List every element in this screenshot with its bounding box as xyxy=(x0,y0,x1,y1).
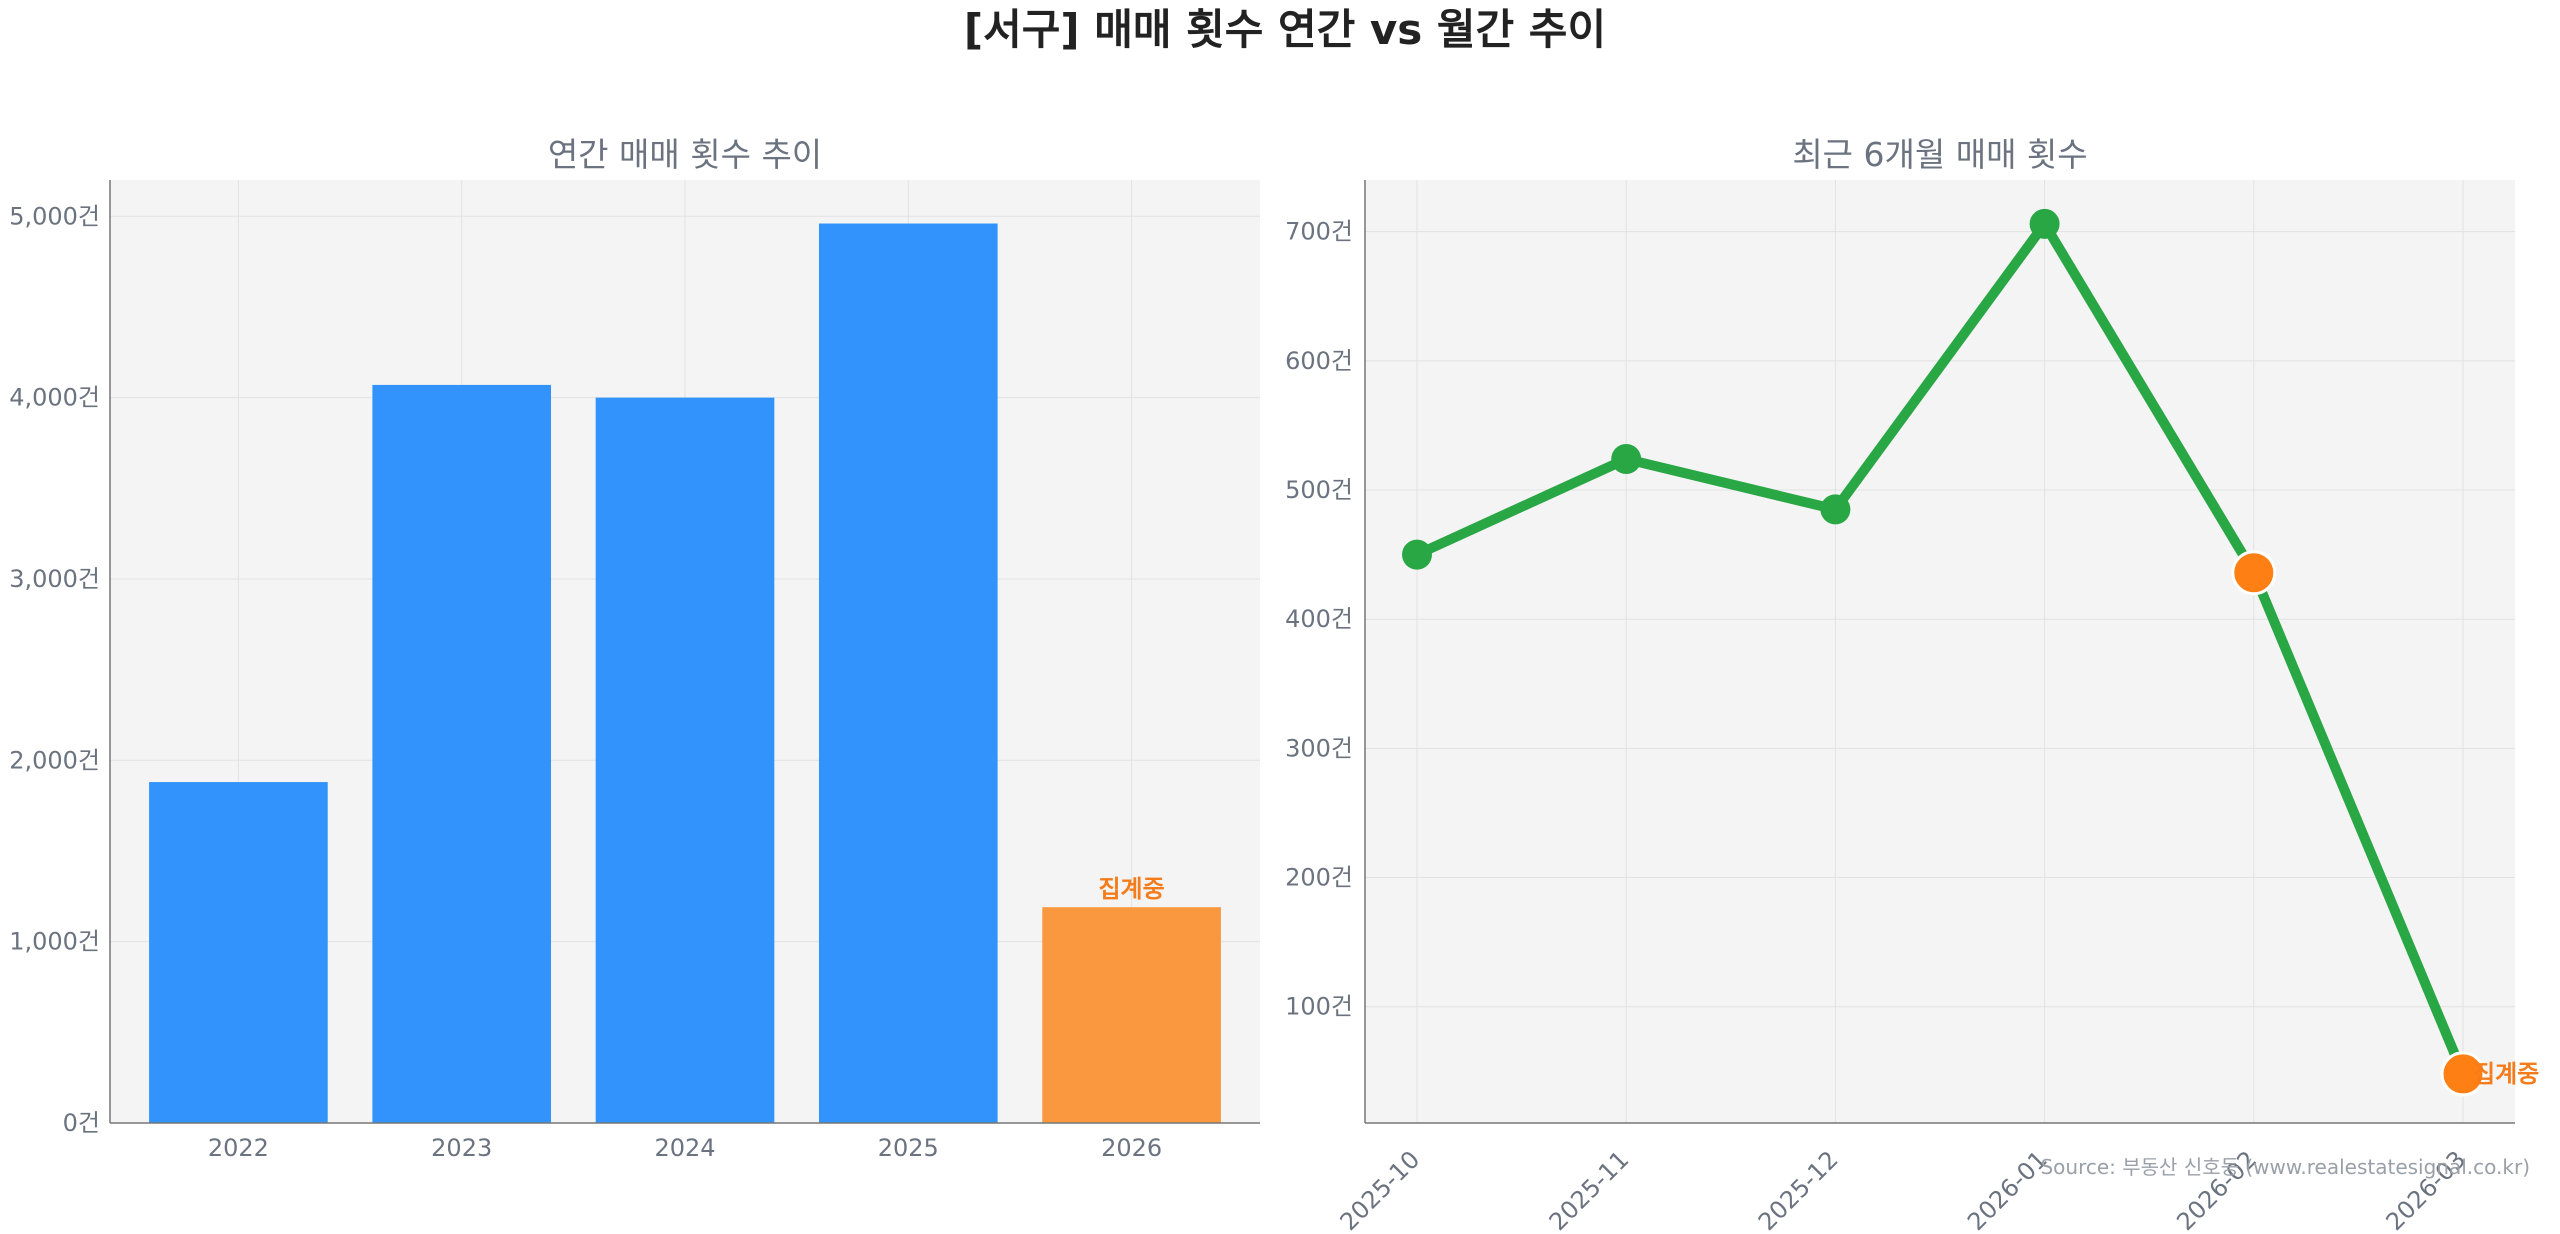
line-y-tick-label: 400건 xyxy=(1285,605,1353,633)
bar-chart-title: 연간 매매 횟수 추이 xyxy=(548,135,822,174)
annual-bar-chart: 연간 매매 횟수 추이 0건 1,000건 2,000건 3,000건 4,000건 5,… xyxy=(9,135,1260,1162)
line-y-tick-label: 500건 xyxy=(1285,476,1353,504)
line-y-tick-label: 300건 xyxy=(1285,734,1353,762)
bar-x-tick-label: 2024 xyxy=(654,1134,715,1162)
bar-2022 xyxy=(149,782,328,1123)
line-point-2026-02 xyxy=(2231,550,2277,596)
line-point-2025-11 xyxy=(1611,444,1642,475)
figure-title: [서구] 매매 횟수 연간 vs 월간 추이 xyxy=(964,5,1606,54)
bar-2024 xyxy=(595,397,775,1124)
monthly-line-chart: 최근 6개월 매매 횟수 100건 200건 300건 400건 500건 600건 700… xyxy=(1285,135,2539,1234)
line-y-tick-label: 700건 xyxy=(1285,218,1353,246)
bar-x-tick-label: 2025 xyxy=(878,1134,939,1162)
bar-2025 xyxy=(818,223,998,1123)
line-point-2026-01 xyxy=(2029,208,2060,239)
bar-2026 xyxy=(1042,907,1221,1123)
bar-y-tick-label: 2,000건 xyxy=(9,746,100,774)
line-x-tick-label: 2025-11 xyxy=(1544,1145,1635,1234)
bar-2023 xyxy=(372,384,552,1123)
line-point-2026-03 xyxy=(2440,1051,2486,1097)
line-x-tick-label: 2025-10 xyxy=(1335,1145,1426,1234)
bar-y-axis-ticks: 0건 1,000건 2,000건 3,000건 4,000건 5,000건 xyxy=(9,202,100,1137)
bar-highlight-note: 집계중 xyxy=(1098,875,1164,903)
bar-y-tick-label: 3,000건 xyxy=(9,565,100,593)
line-series-path xyxy=(1412,218,2468,1079)
line-point-2025-10 xyxy=(1402,539,1432,570)
bar-y-tick-label: 5,000건 xyxy=(9,202,100,230)
bar-x-axis-ticks: 2022 2023 2024 2025 2026 xyxy=(208,1134,1162,1162)
line-plot-area xyxy=(1365,180,2515,1123)
line-x-tick-label: 2026-01 xyxy=(1962,1145,2053,1234)
line-x-tick-label: 2025-12 xyxy=(1753,1145,1844,1234)
line-y-tick-label: 600건 xyxy=(1285,347,1353,375)
bar-x-tick-label: 2023 xyxy=(431,1134,492,1162)
source-credit: Source: 부동산 신호등 (www.realestatesignal.co… xyxy=(2040,1155,2530,1179)
bar-y-tick-label: 1,000건 xyxy=(9,928,100,956)
bar-y-tick-label: 4,000건 xyxy=(9,384,100,412)
line-highlight-note: 집계중 xyxy=(2473,1060,2539,1088)
bar-x-tick-label: 2026 xyxy=(1101,1134,1162,1162)
line-y-axis-ticks: 100건 200건 300건 400건 500건 600건 700건 xyxy=(1285,218,1353,1021)
bar-y-tick-label: 0건 xyxy=(63,1109,100,1137)
line-series xyxy=(1402,208,2486,1097)
line-point-2025-12 xyxy=(1820,494,1851,525)
bar-x-tick-label: 2022 xyxy=(208,1134,269,1162)
line-y-tick-label: 200건 xyxy=(1285,864,1353,892)
line-y-tick-label: 100건 xyxy=(1285,993,1353,1021)
bar-series xyxy=(149,223,1221,1124)
line-chart-title: 최근 6개월 매매 횟수 xyxy=(1792,135,2087,174)
